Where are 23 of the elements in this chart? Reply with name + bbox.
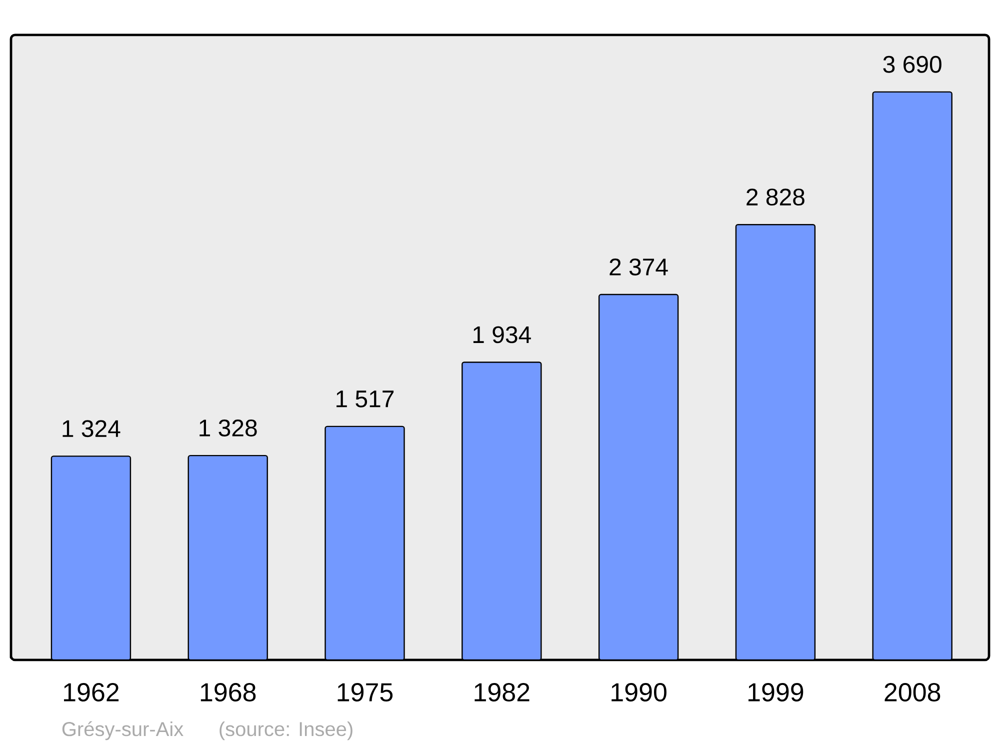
bar [50, 456, 132, 660]
bar [598, 294, 679, 660]
x-tick-label: 1999 [748, 683, 804, 702]
x-tick-label: 1982 [474, 683, 530, 702]
data-label: 1 324 [62, 420, 120, 438]
x-tick-label: 1990 [612, 683, 666, 702]
bar [188, 454, 268, 660]
bar [324, 426, 405, 660]
data-label: 3 690 [883, 56, 942, 73]
data-label: 1 934 [473, 326, 531, 344]
x-tick-label: 1968 [200, 683, 256, 702]
text: Grésy-sur-Aix [62, 721, 184, 740]
data-label: 1 517 [336, 390, 394, 408]
bar [872, 91, 952, 660]
x-tick-label: 1962 [64, 683, 119, 702]
data-label: 2 828 [746, 188, 804, 206]
text: (source: Insee) [220, 721, 352, 740]
x-tick-label: 2008 [884, 683, 940, 702]
bar [462, 362, 542, 660]
data-label: 2 374 [610, 258, 668, 276]
data-label: 1 328 [200, 420, 257, 436]
x-tick-label: 1975 [338, 683, 393, 702]
bar [735, 224, 816, 660]
